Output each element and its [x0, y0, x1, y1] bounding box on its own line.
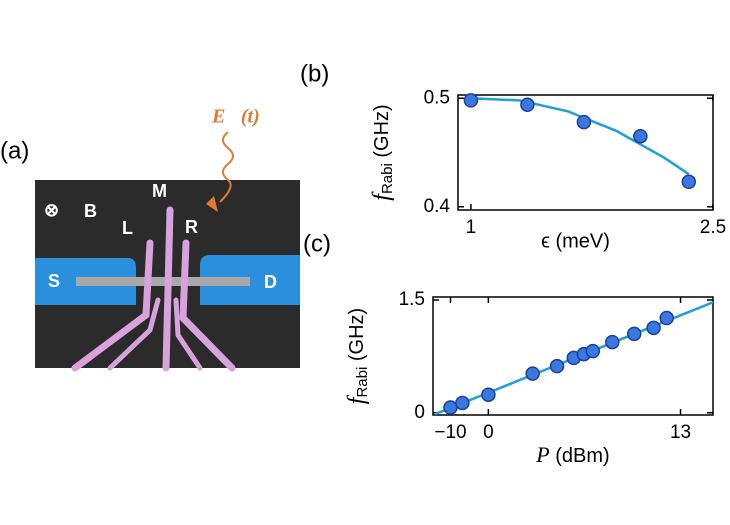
y-label-subscript: Rabi	[379, 163, 396, 194]
gate-label: L	[122, 218, 133, 238]
nanowire	[76, 277, 250, 286]
x-tick-label: 2.5	[700, 217, 726, 238]
x-axis-label: P (dBm)	[535, 442, 609, 467]
data-point	[525, 366, 540, 381]
x-tick-label: 1	[466, 217, 477, 238]
panel-label: (c)	[303, 230, 331, 257]
x-tick-label: 0	[483, 422, 494, 443]
y-tick-label: 0	[414, 402, 425, 423]
drive-arrow	[219, 131, 234, 203]
data-point	[463, 93, 479, 108]
gate-lead	[107, 297, 161, 371]
panel-label: (b)	[300, 60, 329, 87]
data-point	[633, 128, 648, 144]
y-label-unit: (GHz)	[346, 308, 368, 367]
y-axis-label: fRabi (GHz)	[344, 308, 371, 404]
panel-label: (a)	[0, 137, 29, 164]
data-point	[443, 400, 458, 415]
y-label-symbol: f	[369, 191, 395, 201]
drive-label: E⃗(t)	[211, 106, 260, 128]
fit-line	[470, 97, 690, 176]
gate-label: M	[152, 181, 167, 201]
data-point	[646, 320, 661, 336]
y-axis-label: fRabi (GHz)	[369, 104, 396, 200]
data-point	[659, 310, 674, 326]
y-label-symbol: f	[344, 394, 370, 404]
gate-label: R	[185, 217, 198, 237]
x-label-unit: (dBm)	[550, 445, 610, 467]
y-label-unit: (GHz)	[371, 104, 393, 163]
gate-m	[162, 206, 174, 372]
data-point	[681, 174, 697, 190]
x-tick-label: −10	[434, 422, 466, 443]
field-label: B	[84, 201, 97, 221]
arrow-head	[206, 196, 218, 212]
data-point	[549, 358, 565, 374]
data-point	[626, 326, 642, 342]
gates	[71, 206, 236, 372]
gate-lead	[173, 297, 203, 371]
y-tick-label: 1.5	[399, 289, 425, 310]
panel-a: (a) ⊗ B L M R S D E⃗(t)	[0, 106, 300, 372]
axes-frame	[457, 94, 714, 211]
data-point	[605, 334, 620, 350]
gate-r	[179, 239, 236, 372]
x-tick-label: 13	[670, 422, 691, 443]
data-point	[585, 343, 601, 359]
y-tick-label: 0.4	[424, 196, 451, 217]
data-point	[520, 97, 535, 113]
drain-label: D	[264, 272, 277, 292]
data-point	[576, 114, 592, 130]
source-label: S	[48, 271, 60, 291]
data-point	[481, 387, 496, 402]
y-label-subscript: Rabi	[354, 367, 371, 398]
field-symbol: ⊗	[44, 200, 59, 220]
y-tick-label: 0.5	[424, 87, 450, 108]
x-axis-label: ϵ (meV)	[541, 230, 610, 252]
data-point	[455, 395, 470, 411]
x-label-symbol: P	[535, 442, 549, 467]
gate-l	[71, 239, 154, 372]
axes-frame	[432, 296, 714, 416]
